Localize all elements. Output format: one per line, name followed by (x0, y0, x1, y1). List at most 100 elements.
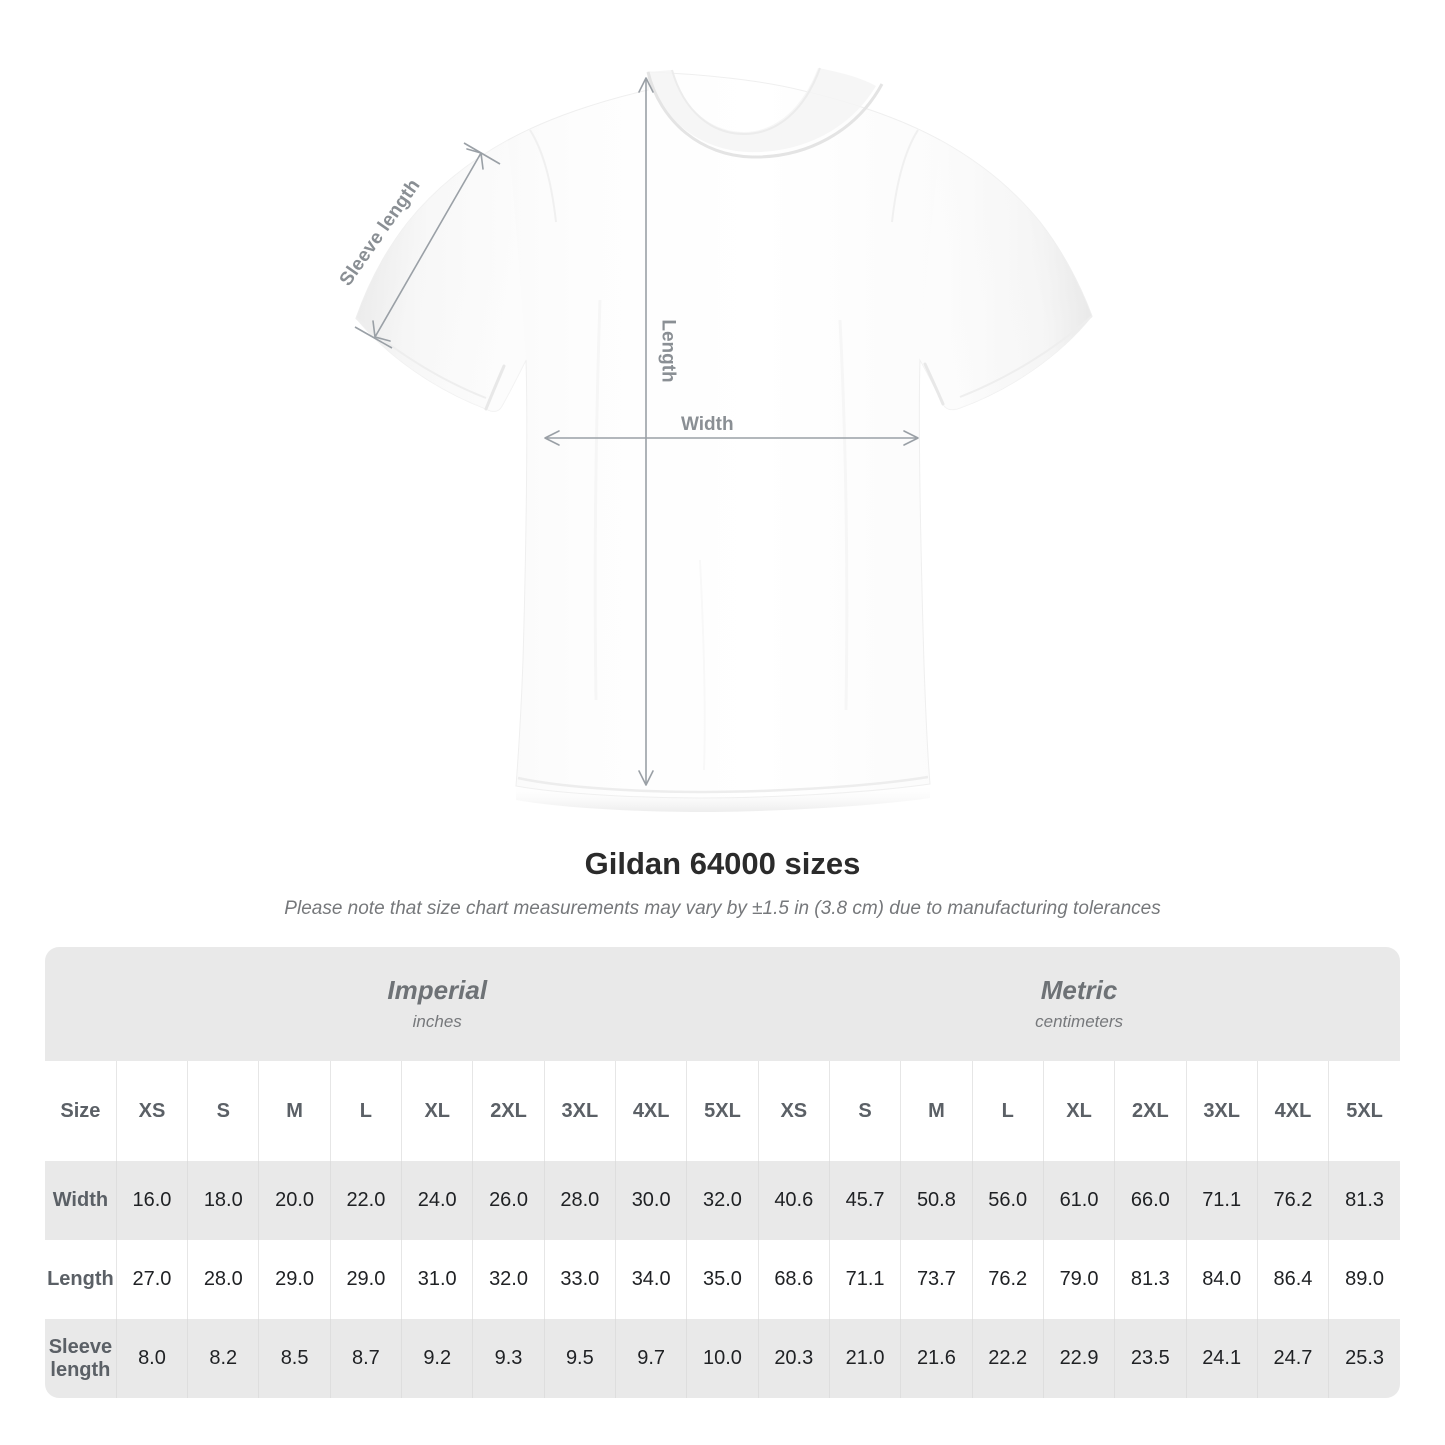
size-header-metric-xl: XL (1042, 1061, 1115, 1161)
size-chart-table: Imperial inches Metric centimeters Size … (45, 947, 1400, 1398)
cell-sleeve-metric-5: 23.5 (1114, 1319, 1186, 1398)
cell-length-metric-7: 86.4 (1256, 1240, 1329, 1319)
heading-block: Gildan 64000 sizes Please note that size… (0, 845, 1445, 920)
length-label: Length (657, 319, 679, 383)
size-header-metric-m: M (900, 1061, 973, 1161)
cell-sleeve-imperial-0: 8.0 (115, 1319, 188, 1398)
measurement-arrows (354, 77, 919, 786)
size-header-imperial-5xl: 5XL (686, 1061, 759, 1161)
cell-sleeve-metric-2: 21.6 (900, 1319, 973, 1398)
width-arrow (544, 430, 919, 446)
cell-sleeve-imperial-6: 9.5 (543, 1319, 616, 1398)
cell-width-imperial-1: 18.0 (187, 1161, 259, 1240)
cell-width-metric-2: 50.8 (900, 1161, 973, 1240)
cell-width-metric-7: 76.2 (1256, 1161, 1329, 1240)
cell-sleeve-imperial-5: 9.3 (472, 1319, 545, 1398)
cell-sleeve-imperial-1: 8.2 (187, 1319, 259, 1398)
cell-length-metric-5: 81.3 (1114, 1240, 1186, 1319)
cell-length-imperial-4: 31.0 (401, 1240, 473, 1319)
cell-width-imperial-6: 28.0 (543, 1161, 616, 1240)
size-header-imperial-3xl: 3XL (543, 1061, 616, 1161)
unit-group-imperial: Imperial inches (116, 947, 759, 1061)
cell-length-metric-8: 89.0 (1328, 1240, 1400, 1319)
unit-group-metric: Metric centimeters (758, 947, 1400, 1061)
cell-sleeve-metric-0: 20.3 (757, 1319, 830, 1398)
cell-width-metric-4: 61.0 (1042, 1161, 1115, 1240)
cell-sleeve-metric-6: 24.1 (1185, 1319, 1258, 1398)
cell-length-imperial-5: 32.0 (472, 1240, 545, 1319)
cell-width-imperial-2: 20.0 (258, 1161, 331, 1240)
size-header-row: Size XS S M L XL 2XL 3XL 4XL 5XL XS S M … (45, 1061, 1400, 1161)
cell-sleeve-metric-3: 22.2 (971, 1319, 1044, 1398)
sleeve-length-arrow (354, 142, 501, 349)
size-header-imperial-l: L (329, 1061, 402, 1161)
size-header-imperial-2xl: 2XL (472, 1061, 545, 1161)
table-row: Length 27.0 28.0 29.0 29.0 31.0 32.0 33.… (45, 1240, 1400, 1319)
unit-corner-spacer (45, 947, 117, 1061)
cell-sleeve-metric-4: 22.9 (1042, 1319, 1115, 1398)
tshirt-illustration (354, 67, 1093, 812)
cell-sleeve-metric-1: 21.0 (828, 1319, 901, 1398)
unit-header-row: Imperial inches Metric centimeters (45, 947, 1400, 1061)
cell-length-metric-1: 71.1 (828, 1240, 901, 1319)
cell-length-metric-0: 68.6 (757, 1240, 830, 1319)
cell-width-metric-8: 81.3 (1328, 1161, 1400, 1240)
cell-width-metric-6: 71.1 (1185, 1161, 1258, 1240)
tshirt-diagram: Sleeve length Length Width (336, 67, 1093, 812)
cell-width-imperial-3: 22.0 (329, 1161, 402, 1240)
width-label: Width (681, 414, 734, 435)
size-corner-label: Size (60, 1099, 101, 1122)
cell-width-imperial-0: 16.0 (115, 1161, 188, 1240)
cell-length-imperial-1: 28.0 (187, 1240, 259, 1319)
size-header-metric-4xl: 4XL (1256, 1061, 1329, 1161)
cell-length-metric-2: 73.7 (900, 1240, 973, 1319)
cell-length-imperial-7: 34.0 (614, 1240, 687, 1319)
cell-width-metric-3: 56.0 (971, 1161, 1044, 1240)
size-header-imperial-4xl: 4XL (614, 1061, 687, 1161)
cell-length-imperial-3: 29.0 (329, 1240, 402, 1319)
cell-width-imperial-4: 24.0 (401, 1161, 473, 1240)
cell-sleeve-imperial-3: 8.7 (329, 1319, 402, 1398)
shirt-body (355, 67, 1093, 812)
table-row: Sleeve length 8.0 8.2 8.5 8.7 9.2 9.3 9.… (45, 1319, 1400, 1398)
cell-width-imperial-5: 26.0 (472, 1161, 545, 1240)
cell-sleeve-metric-7: 24.7 (1256, 1319, 1329, 1398)
size-header-imperial-xs: XS (115, 1061, 188, 1161)
cell-sleeve-imperial-4: 9.2 (401, 1319, 473, 1398)
size-header-metric-3xl: 3XL (1185, 1061, 1258, 1161)
size-header-imperial-m: M (258, 1061, 331, 1161)
cell-sleeve-imperial-2: 8.5 (258, 1319, 331, 1398)
row-label-sleeve-length: Sleeve length (48, 1335, 113, 1381)
size-header-imperial-s: S (187, 1061, 259, 1161)
length-arrow (638, 77, 654, 786)
cell-length-imperial-2: 29.0 (258, 1240, 331, 1319)
cell-length-imperial-8: 35.0 (686, 1240, 759, 1319)
cell-width-imperial-7: 30.0 (614, 1161, 687, 1240)
cell-width-metric-5: 66.0 (1114, 1161, 1186, 1240)
page-title: Gildan 64000 sizes (584, 846, 861, 881)
cell-sleeve-imperial-7: 9.7 (614, 1319, 687, 1398)
cell-width-metric-0: 40.6 (757, 1161, 830, 1240)
cell-length-metric-6: 84.0 (1185, 1240, 1258, 1319)
unit-group-metric-sub: centimeters (1035, 1011, 1123, 1031)
cell-length-imperial-0: 27.0 (115, 1240, 188, 1319)
size-header-metric-xs: XS (757, 1061, 830, 1161)
size-header-metric-l: L (971, 1061, 1044, 1161)
cell-length-metric-4: 79.0 (1042, 1240, 1115, 1319)
cell-width-imperial-8: 32.0 (686, 1161, 759, 1240)
cell-width-metric-1: 45.7 (828, 1161, 901, 1240)
row-label-length: Length (47, 1268, 114, 1290)
unit-group-metric-name: Metric (1040, 975, 1118, 1006)
cell-length-imperial-6: 33.0 (543, 1240, 616, 1319)
cell-sleeve-metric-8: 25.3 (1328, 1319, 1400, 1398)
page-subtitle: Please note that size chart measurements… (284, 898, 1161, 920)
size-header-metric-s: S (828, 1061, 901, 1161)
cell-sleeve-imperial-8: 10.0 (686, 1319, 759, 1398)
size-header-imperial-xl: XL (401, 1061, 473, 1161)
size-chart-table-wrapper: Imperial inches Metric centimeters Size … (45, 947, 1400, 1398)
cell-length-metric-3: 76.2 (971, 1240, 1044, 1319)
size-header-metric-5xl: 5XL (1328, 1061, 1400, 1161)
row-label-width: Width (52, 1189, 109, 1211)
size-header-metric-2xl: 2XL (1114, 1061, 1186, 1161)
